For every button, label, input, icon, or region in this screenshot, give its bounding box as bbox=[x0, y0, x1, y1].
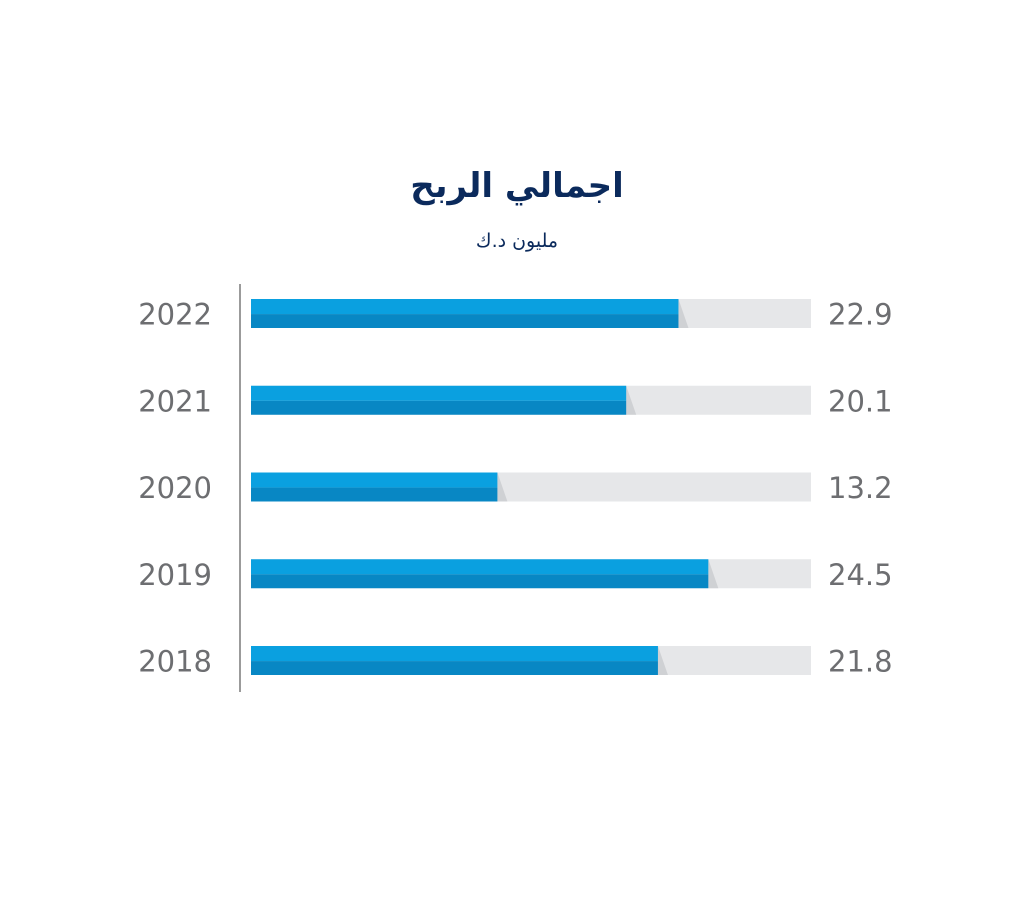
bar-shadow bbox=[657, 646, 668, 675]
bar-2021 bbox=[251, 385, 627, 415]
bar-top-band bbox=[251, 299, 679, 315]
category-label-2022: 2022 bbox=[138, 298, 212, 332]
bar-2018 bbox=[251, 646, 658, 675]
category-label-2020: 2020 bbox=[138, 471, 212, 505]
bar-bottom-band bbox=[251, 574, 709, 589]
category-label-2019: 2019 bbox=[138, 558, 212, 592]
bar-top-band bbox=[251, 646, 658, 662]
bar-bottom-band bbox=[251, 661, 658, 675]
value-label-2021: 20.1 bbox=[828, 384, 893, 418]
value-label-2019: 24.5 bbox=[828, 558, 893, 592]
category-label-2018: 2018 bbox=[138, 645, 212, 679]
chart-subtitle: مليون د.ك bbox=[475, 230, 559, 252]
value-label-2022: 22.9 bbox=[828, 298, 893, 332]
bar-shadow bbox=[678, 299, 689, 328]
bar-top-band bbox=[251, 559, 709, 575]
bar-2022 bbox=[251, 299, 679, 328]
bar-2020 bbox=[251, 472, 498, 502]
value-label-2018: 21.8 bbox=[828, 645, 893, 679]
bar-top-band bbox=[251, 472, 498, 488]
chart-title: اجمالي الربح bbox=[410, 166, 624, 206]
bar-shadow bbox=[497, 472, 508, 502]
bar-bottom-band bbox=[251, 314, 679, 328]
bar-2019 bbox=[251, 559, 709, 589]
bar-bottom-band bbox=[251, 400, 627, 415]
category-label-2021: 2021 bbox=[138, 384, 212, 418]
value-label-2020: 13.2 bbox=[828, 471, 893, 505]
bar-top-band bbox=[251, 385, 627, 401]
bar-shadow bbox=[626, 385, 637, 415]
bar-bottom-band bbox=[251, 487, 498, 502]
bar-shadow bbox=[708, 559, 719, 589]
